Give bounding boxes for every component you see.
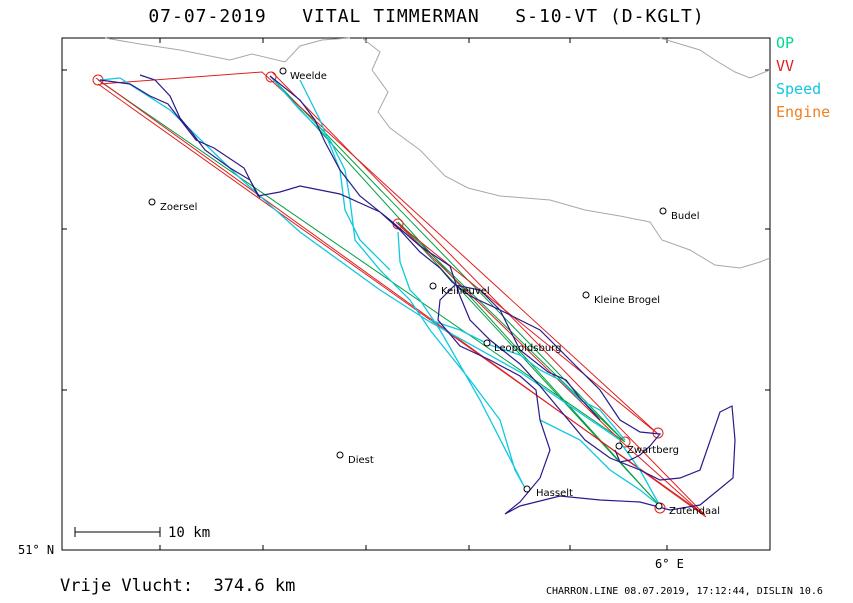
scale-label: 10 km [168,525,211,541]
legend-op: OP [776,34,795,52]
legend-vv: VV [776,57,795,75]
longitude-label: 6° E [655,557,684,571]
footer-info: CHARRON.LINE 08.07.2019, 17:12:44, DISLI… [546,586,823,597]
vv-route [95,71,707,518]
place-label: Hasselt [536,488,573,499]
op-route [97,75,661,507]
legend-engine: Engine [776,103,831,121]
place-labels: Weelde Zoersel Budel Keiheuvel Kleine Br… [160,71,720,517]
distance-label: Vrije Vlucht: 374.6 km [60,576,296,596]
legend-speed: Speed [776,80,822,98]
place-label: Zwartberg [627,445,679,456]
speed-track [99,75,661,507]
place-label: Keiheuvel [441,286,490,297]
place-label: Budel [671,211,699,222]
map-title: 07-07-2019 VITAL TIMMERMAN S-10-VT (D-KG… [148,6,705,27]
place-label: Zoersel [160,202,197,213]
flight-track [99,74,736,515]
map-frame [61,37,771,551]
country-border [104,37,771,269]
place-label: Weelde [290,71,327,82]
place-label: Diest [348,455,374,466]
latitude-label: 51° N [18,543,55,557]
place-markers [148,67,667,510]
place-label: Zutendaal [669,506,720,517]
place-label: Kleine Brogel [594,295,660,306]
scale-bar [74,527,161,537]
place-label: Leopoldsburg [494,343,561,354]
